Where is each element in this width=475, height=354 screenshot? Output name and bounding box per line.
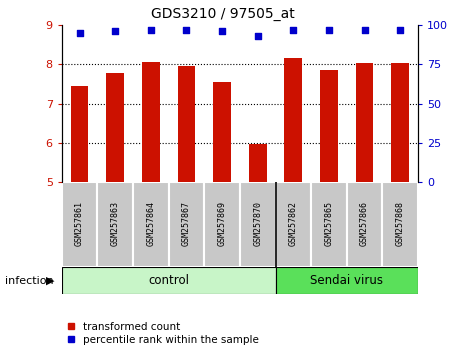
Bar — [97, 182, 133, 267]
Text: Sendai virus: Sendai virus — [310, 274, 383, 287]
Point — [111, 28, 119, 34]
Bar — [391, 63, 409, 182]
Text: GSM257864: GSM257864 — [146, 201, 155, 246]
Point — [289, 27, 297, 32]
Bar — [240, 182, 276, 267]
Bar — [382, 182, 418, 267]
Point — [76, 30, 84, 35]
Bar — [71, 86, 88, 182]
Bar — [178, 66, 195, 182]
Bar — [311, 182, 347, 267]
Bar — [62, 267, 276, 294]
Point — [254, 33, 261, 39]
Point — [396, 27, 404, 32]
Text: control: control — [148, 274, 189, 287]
Text: GSM257868: GSM257868 — [396, 201, 405, 246]
Bar — [347, 182, 382, 267]
Point — [218, 28, 226, 34]
Bar — [106, 73, 124, 182]
Point — [182, 27, 190, 32]
Text: GDS3210 / 97505_at: GDS3210 / 97505_at — [151, 7, 294, 22]
Text: infection: infection — [5, 275, 53, 286]
Bar — [276, 182, 311, 267]
Text: GSM257866: GSM257866 — [360, 201, 369, 246]
Text: GSM257865: GSM257865 — [324, 201, 333, 246]
Bar — [356, 63, 373, 182]
Text: GSM257870: GSM257870 — [253, 201, 262, 246]
Point — [325, 27, 332, 32]
Point — [147, 27, 155, 32]
Bar — [204, 182, 240, 267]
Bar — [62, 182, 97, 267]
Bar — [133, 182, 169, 267]
Text: GSM257862: GSM257862 — [289, 201, 298, 246]
Bar — [142, 62, 160, 182]
Text: ▶: ▶ — [46, 275, 55, 286]
Bar — [276, 267, 418, 294]
Bar — [285, 58, 302, 182]
Legend: transformed count, percentile rank within the sample: transformed count, percentile rank withi… — [62, 317, 263, 349]
Text: GSM257863: GSM257863 — [111, 201, 120, 246]
Point — [361, 27, 369, 32]
Bar — [249, 144, 266, 182]
Text: GSM257869: GSM257869 — [218, 201, 227, 246]
Bar — [213, 82, 231, 182]
Text: GSM257867: GSM257867 — [182, 201, 191, 246]
Bar — [320, 70, 338, 182]
Text: GSM257861: GSM257861 — [75, 201, 84, 246]
Bar — [169, 182, 204, 267]
